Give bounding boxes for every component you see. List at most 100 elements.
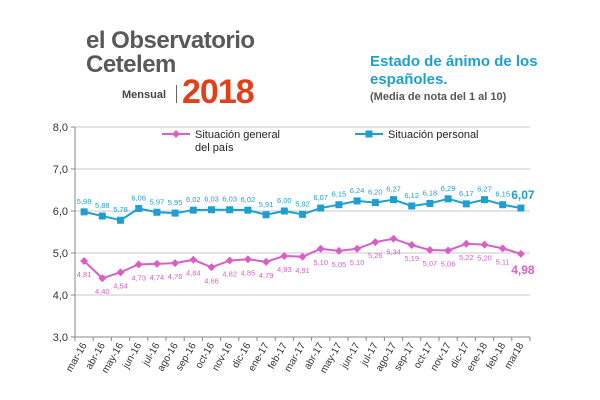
data-label: 4,76 [168, 272, 183, 281]
data-label: 5,10 [313, 258, 328, 267]
data-label: 6,03 [204, 195, 219, 204]
data-point [262, 211, 270, 219]
data-label: 5,11 [496, 257, 510, 266]
data-point [353, 244, 362, 253]
data-point [226, 206, 234, 214]
brand-line1: el Observatorio [86, 27, 255, 54]
data-label: 6,06 [131, 193, 146, 202]
data-point [80, 256, 89, 265]
data-point [134, 260, 143, 269]
data-label: 6,02 [186, 195, 201, 204]
data-point [316, 244, 325, 253]
data-point [444, 195, 452, 203]
data-point [389, 234, 398, 243]
chart-subtitle: (Media de nota del 1 al 10) [370, 91, 507, 103]
data-point [244, 206, 252, 214]
data-point [98, 212, 106, 220]
y-tick-label: 5,0 [53, 248, 68, 260]
data-point [207, 263, 216, 272]
data-label: 5,95 [168, 198, 183, 207]
data-label: 6,12 [404, 191, 419, 200]
y-tick-label: 6,0 [53, 206, 68, 218]
data-label: 5,19 [404, 254, 419, 263]
data-point [334, 246, 343, 255]
legend-label-personal: Situación personal [388, 129, 479, 141]
data-label: 5,07 [423, 259, 438, 268]
data-label: 5,10 [350, 258, 365, 267]
y-tick-label: 4,0 [53, 290, 68, 302]
data-point [280, 251, 289, 260]
data-point [444, 246, 453, 255]
data-point [317, 204, 325, 212]
data-label: 6,29 [441, 184, 456, 193]
data-label: 4,74 [150, 273, 165, 282]
brand-edition: Mensual [122, 89, 167, 101]
data-label: 5,97 [150, 197, 165, 206]
data-label: 6,15 [495, 190, 510, 199]
data-label: 4,85 [241, 268, 256, 277]
data-label: 4,73 [131, 273, 146, 282]
data-point [189, 206, 197, 214]
data-label: 6,27 [386, 185, 401, 194]
data-label: 6,07 [313, 193, 328, 202]
brand-separator [176, 85, 177, 103]
data-point [353, 197, 361, 205]
data-point [153, 208, 161, 216]
data-label: 6,07 [511, 188, 535, 202]
data-label: 5,78 [113, 205, 128, 214]
data-label: 4,93 [277, 265, 292, 274]
data-point [225, 256, 234, 265]
data-label: 4,54 [113, 281, 128, 290]
legend-label-general: Situación general [195, 129, 280, 141]
data-label: 5,05 [332, 260, 347, 269]
data-point [498, 244, 507, 253]
brand-line2: Cetelem [86, 51, 176, 78]
data-label: 6,17 [459, 189, 474, 198]
data-point [152, 259, 161, 268]
y-tick-label: 3,0 [53, 332, 68, 344]
data-point [462, 239, 471, 248]
data-label: 5,91 [259, 200, 274, 209]
x-tick-label: jun-17 [339, 341, 363, 372]
data-label: 6,20 [368, 188, 383, 197]
y-tick-label: 7,0 [53, 164, 68, 176]
data-label: 5,34 [386, 248, 401, 257]
data-label: 5,22 [459, 253, 474, 262]
y-tick-label: 8,0 [53, 122, 68, 134]
data-point [335, 201, 343, 209]
data-point [243, 255, 252, 264]
data-point [262, 257, 271, 266]
data-label: 5,88 [95, 201, 110, 210]
data-label: 4,81 [77, 270, 92, 279]
data-point [516, 249, 525, 258]
data-point [117, 216, 124, 224]
data-point [390, 196, 397, 204]
data-point [299, 210, 306, 218]
data-point [208, 206, 215, 214]
data-label: 6,03 [222, 195, 237, 204]
data-point [116, 268, 125, 277]
data-point [462, 200, 470, 208]
data-point [189, 255, 198, 264]
data-label: 6,27 [477, 185, 492, 194]
brand-year: 2018 [182, 73, 255, 111]
data-point [298, 252, 307, 261]
data-point [425, 246, 434, 255]
data-point [98, 274, 107, 283]
data-point [135, 204, 143, 212]
data-point [80, 208, 88, 216]
data-label: 4,98 [511, 263, 535, 277]
data-point [407, 241, 416, 250]
data-point [480, 240, 489, 249]
brand-logo: el Observatorio Cetelem Mensual 2018 [86, 27, 276, 112]
data-point [499, 201, 507, 209]
data-point [481, 196, 488, 204]
data-label: 5,20 [477, 254, 492, 263]
data-point [517, 204, 525, 212]
data-point [371, 199, 379, 207]
legend-marker [172, 130, 180, 138]
data-label: 5,06 [441, 259, 456, 268]
legend-label-general: del país [195, 142, 234, 154]
data-label: 6,18 [423, 188, 438, 197]
